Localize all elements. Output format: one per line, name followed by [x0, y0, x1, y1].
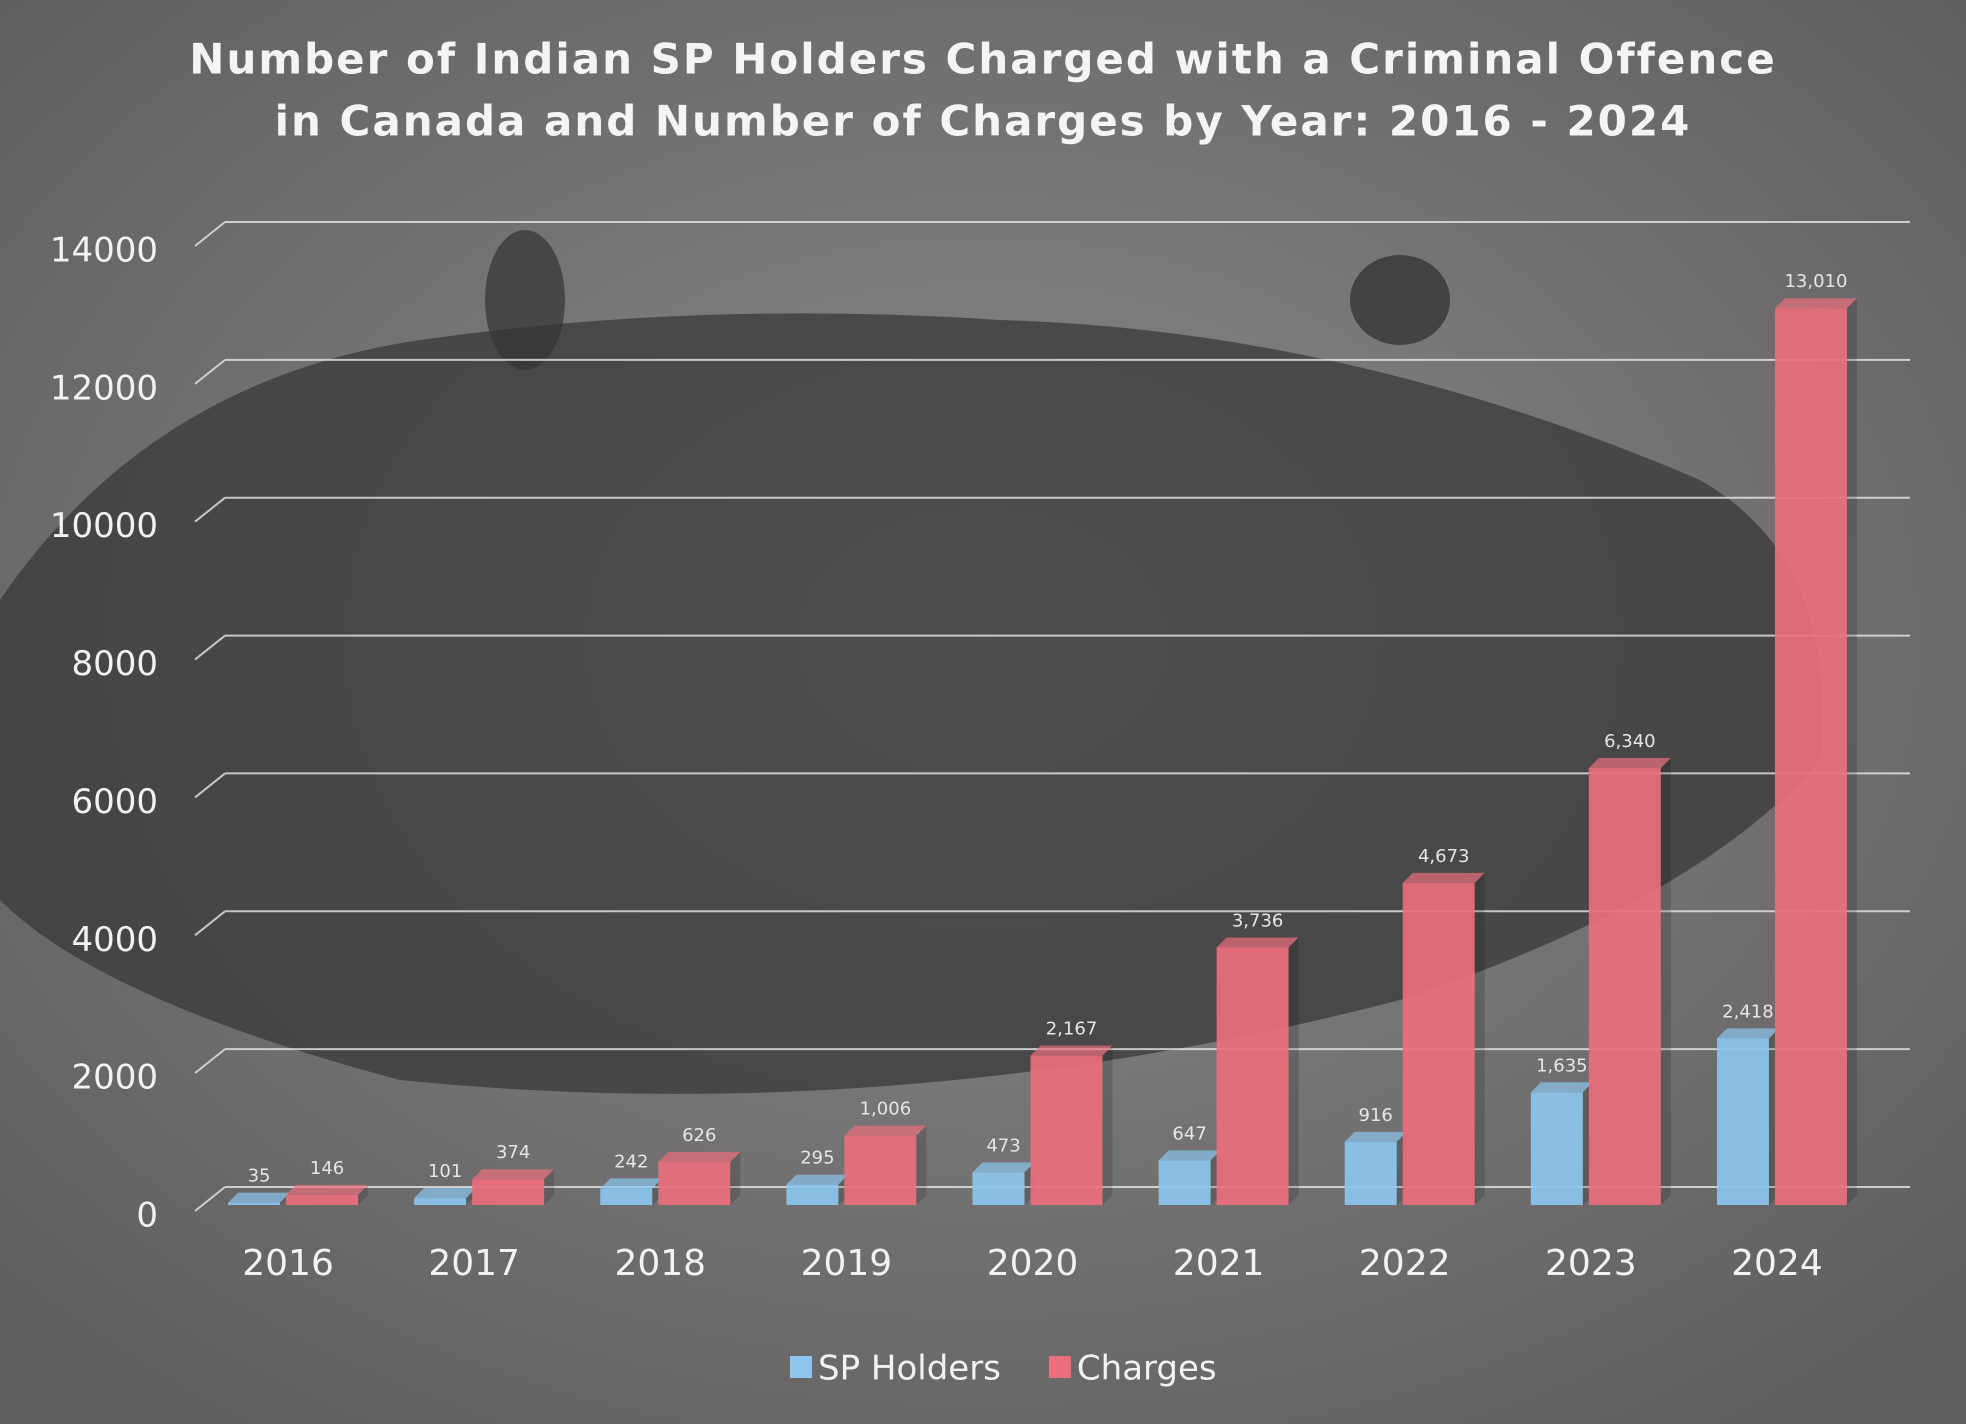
bar-side — [358, 1184, 369, 1205]
bar — [844, 1135, 917, 1205]
value-label: 473 — [986, 1135, 1020, 1156]
bar-top — [1716, 1028, 1779, 1039]
bar-top — [1216, 937, 1299, 948]
value-label: 13,010 — [1784, 271, 1847, 292]
x-tick-label: 2024 — [1731, 1243, 1823, 1284]
bar-side — [1660, 757, 1671, 1205]
bar-side — [1102, 1045, 1113, 1205]
bar — [1030, 1055, 1103, 1205]
grid-line — [194, 496, 226, 523]
bar-side — [1846, 298, 1857, 1206]
grid-line — [194, 910, 226, 937]
bar-side — [1474, 872, 1485, 1205]
background-car — [0, 313, 1823, 1094]
y-tick-label: 14000 — [50, 231, 158, 271]
y-tick-label: 10000 — [50, 506, 158, 546]
value-label: 647 — [1172, 1123, 1206, 1144]
bar-top — [228, 1192, 291, 1203]
chart-title: Number of Indian SP Holders Charged with… — [189, 35, 1776, 84]
bar-top — [1402, 872, 1485, 883]
grid-line — [194, 1186, 226, 1212]
bar-top — [658, 1151, 741, 1162]
value-label: 6,340 — [1604, 731, 1656, 752]
value-label: 1,635 — [1536, 1055, 1588, 1076]
bar-top — [286, 1184, 369, 1195]
value-label: 101 — [428, 1161, 462, 1182]
x-tick-label: 2021 — [1173, 1243, 1265, 1284]
legend-swatch — [790, 1356, 812, 1378]
value-label: 916 — [1359, 1105, 1393, 1126]
bar-top — [414, 1188, 477, 1199]
x-tick-label: 2018 — [614, 1243, 706, 1284]
bar — [1588, 767, 1661, 1205]
x-tick-label: 2020 — [987, 1243, 1079, 1284]
grid-line — [194, 772, 226, 799]
x-tick-label: 2023 — [1545, 1243, 1637, 1284]
grid-line — [194, 359, 226, 385]
value-label: 295 — [800, 1148, 834, 1169]
bar — [414, 1198, 467, 1205]
bar-top — [1588, 757, 1671, 768]
bar — [1530, 1092, 1583, 1205]
bar-top — [1774, 298, 1857, 309]
bar-top — [972, 1162, 1035, 1173]
bar — [600, 1188, 653, 1205]
bar-top — [1030, 1045, 1113, 1056]
value-label: 1,006 — [860, 1099, 912, 1120]
bar-side — [1288, 937, 1299, 1205]
value-label: 626 — [682, 1125, 716, 1146]
x-tick-label: 2017 — [428, 1243, 520, 1284]
bar-top — [1530, 1082, 1593, 1093]
bar — [228, 1202, 281, 1205]
value-label: 146 — [310, 1158, 344, 1179]
y-tick-label: 0 — [136, 1196, 158, 1236]
bar-top — [472, 1169, 555, 1180]
y-tick-label: 8000 — [71, 644, 158, 684]
background-figure — [485, 230, 565, 370]
y-tick-label: 4000 — [71, 920, 158, 960]
bar — [1158, 1160, 1211, 1205]
legend-swatch — [1048, 1356, 1071, 1378]
x-tick-label: 2016 — [242, 1243, 334, 1284]
bar — [1402, 882, 1475, 1205]
legend-label: Charges — [1077, 1349, 1217, 1389]
bar — [472, 1179, 545, 1205]
bar-top — [1158, 1150, 1221, 1161]
bar-top — [786, 1174, 849, 1185]
grid-line — [194, 221, 226, 247]
bar — [286, 1194, 359, 1205]
bar — [972, 1172, 1025, 1205]
bar-side — [916, 1125, 927, 1205]
x-tick-label: 2022 — [1359, 1243, 1451, 1284]
background-figure — [1350, 255, 1450, 345]
bar — [1344, 1141, 1397, 1205]
bar — [1716, 1038, 1769, 1205]
y-tick-label: 6000 — [71, 782, 158, 822]
value-label: 4,673 — [1418, 846, 1470, 867]
bar — [1216, 947, 1289, 1205]
y-tick-label: 12000 — [50, 368, 158, 408]
bar-top — [600, 1178, 663, 1189]
bar-side — [730, 1151, 741, 1205]
grid-line — [194, 634, 226, 661]
bar — [1774, 308, 1847, 1206]
value-label: 2,167 — [1046, 1019, 1098, 1040]
y-tick-label: 2000 — [71, 1058, 158, 1098]
value-label: 35 — [248, 1166, 271, 1187]
chart-title: in Canada and Number of Charges by Year:… — [275, 97, 1692, 146]
legend-label: SP Holders — [818, 1349, 1001, 1389]
value-label: 374 — [496, 1142, 530, 1163]
bar-top — [1344, 1131, 1407, 1142]
bar-top — [844, 1125, 927, 1136]
grid-line — [194, 1048, 226, 1074]
x-tick-label: 2019 — [801, 1243, 893, 1284]
bar — [658, 1161, 731, 1205]
bar — [786, 1184, 839, 1205]
value-label: 3,736 — [1232, 910, 1284, 931]
value-label: 242 — [614, 1151, 648, 1172]
value-label: 2,418 — [1722, 1001, 1774, 1022]
bar-side — [544, 1169, 555, 1205]
